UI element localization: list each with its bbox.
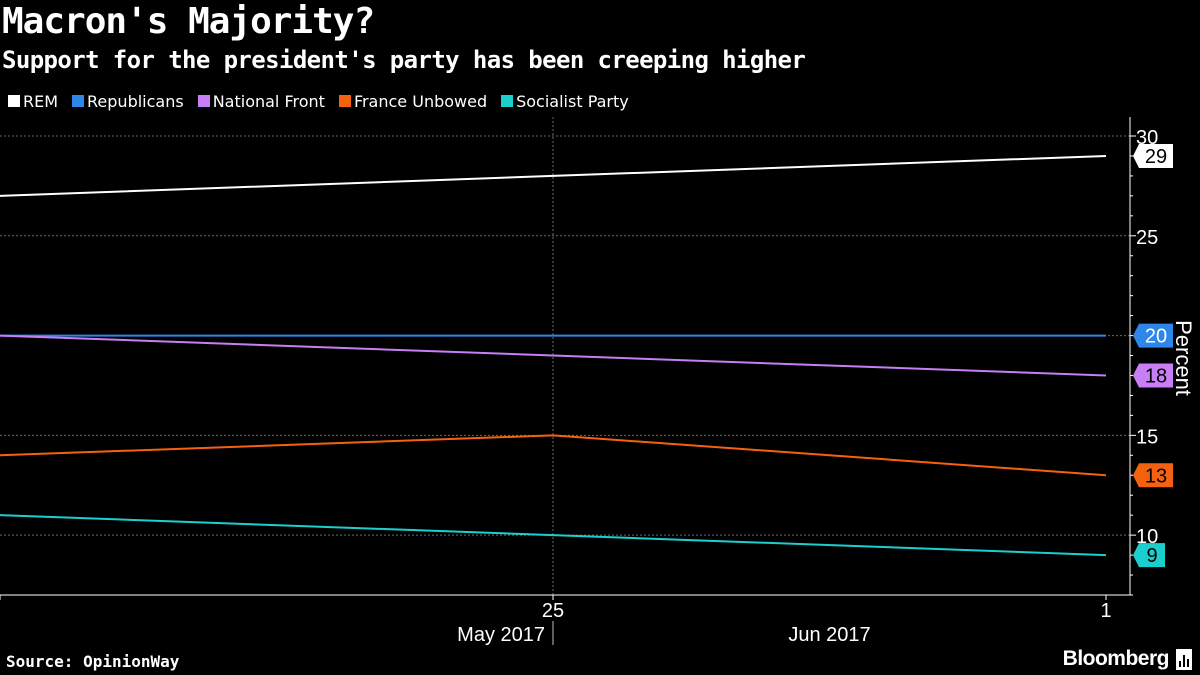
brand-name: Bloomberg xyxy=(1062,647,1170,670)
legend-swatch xyxy=(338,95,351,107)
legend-label: Republicans xyxy=(87,91,184,111)
legend-swatch xyxy=(501,95,514,107)
ytick-label-15: 15 xyxy=(1136,426,1158,448)
end-tag-france-unbowed xyxy=(1133,463,1173,488)
end-label-republicans: 20 xyxy=(1145,326,1167,348)
month-label-jun-2017: Jun 2017 xyxy=(788,624,870,646)
y-axis-label: Percent xyxy=(1171,320,1196,396)
legend-item-republicans: Republicans xyxy=(72,92,184,111)
legend-item-france-unbowed: France Unbowed xyxy=(338,91,488,111)
legend-label: REM xyxy=(23,91,59,111)
ytick-label-30: 30 xyxy=(1136,127,1158,149)
end-tag-national-front xyxy=(1133,363,1173,388)
end-tag-republicans xyxy=(1133,323,1173,348)
end-label-france-unbowed: 13 xyxy=(1145,465,1167,487)
ytick-label-25: 25 xyxy=(1136,227,1158,249)
xtick-label-25: 25 xyxy=(542,600,564,622)
end-label-socialist-party: 9 xyxy=(1146,545,1157,567)
ytick-label-10: 10 xyxy=(1136,526,1158,548)
legend-item-socialist-party: Socialist Party xyxy=(501,92,629,111)
legend-swatch xyxy=(8,95,20,107)
bloomberg-mark-icon xyxy=(1176,648,1192,670)
end-tag-rem xyxy=(1133,143,1173,168)
legend-label: France Unbowed xyxy=(353,91,488,111)
month-label-may-2017: May 2017 xyxy=(457,624,545,646)
legend-swatch xyxy=(72,95,85,107)
legend: REM Republicans National Front France Unbow… xyxy=(8,90,643,112)
chart-subtitle: Support for the president's party has be… xyxy=(2,46,806,74)
xtick-label-1: 1 xyxy=(1100,600,1111,622)
legend-item-national-front: National Front xyxy=(197,91,325,111)
chart-title: Macron's Majority? xyxy=(2,1,375,42)
end-label-rem: 29 xyxy=(1145,146,1167,168)
end-tag-socialist-party xyxy=(1133,543,1165,568)
legend-label: Socialist Party xyxy=(516,91,629,111)
end-label-national-front: 18 xyxy=(1145,365,1167,387)
legend-swatch xyxy=(197,95,210,107)
legend-item-rem: REM xyxy=(8,92,58,111)
bloomberg-logo: Bloomberg xyxy=(1063,647,1192,671)
source-note: Source: OpinionWay xyxy=(6,652,180,671)
legend-label: National Front xyxy=(212,91,325,111)
